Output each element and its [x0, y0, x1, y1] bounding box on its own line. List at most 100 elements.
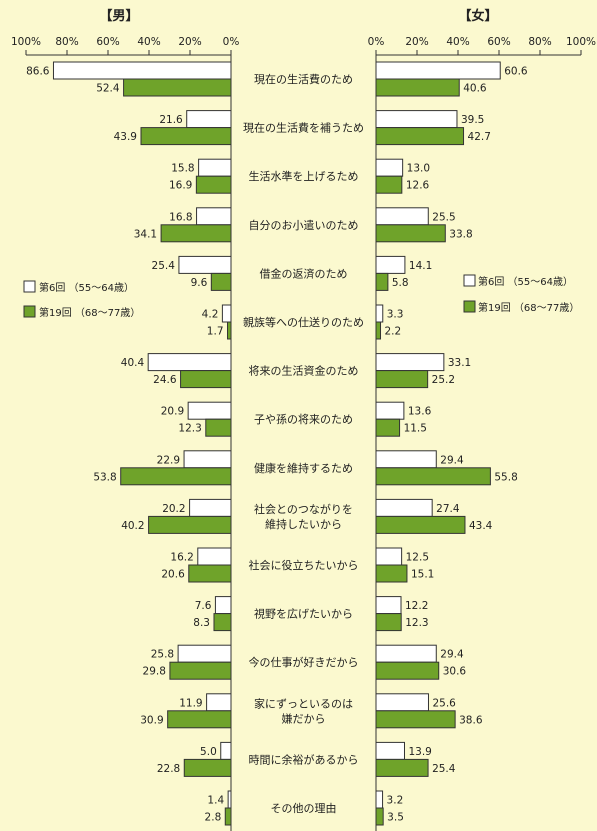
category-label: 将来の生活資金のため [249, 364, 359, 378]
male-value-label-series1: 7.6 [195, 600, 212, 612]
female-value-label-series2: 12.6 [406, 180, 430, 192]
male-value-label-series2: 52.4 [96, 83, 120, 95]
male-value-label-series1: 21.6 [159, 114, 183, 126]
female-bar-series1 [375, 790, 384, 809]
female-bar-series2 [375, 564, 408, 583]
male-value-label-series1: 5.0 [200, 746, 217, 758]
male-value-label-series1: 20.2 [162, 503, 185, 515]
male-value-label-series2: 24.6 [153, 374, 177, 386]
male-value-label-series2: 20.6 [161, 569, 185, 581]
female-bar-series1 [375, 741, 405, 760]
male-bar-series2 [195, 175, 232, 194]
female-bar-series1 [375, 255, 406, 274]
female-bar-series1 [375, 207, 429, 226]
female-value-label-series1: 3.2 [387, 795, 404, 807]
female-tick-label: 80% [528, 36, 551, 48]
female-value-label-series1: 12.2 [405, 600, 428, 612]
female-value-label-series1: 33.1 [448, 357, 471, 369]
male-bar-series2 [169, 661, 232, 680]
female-value-label-series1: 12.5 [406, 552, 429, 564]
female-bar-series2 [375, 515, 466, 534]
category-label: 現在の生活費を補うため [243, 121, 364, 135]
female-bar-series1 [375, 401, 405, 420]
female-bar-series1 [375, 450, 437, 469]
male-tick-label: 0% [223, 36, 240, 48]
male-bar-series2 [167, 710, 232, 729]
male-bar-series1 [220, 741, 232, 760]
male-value-label-series2: 43.9 [114, 131, 137, 143]
category-label: 自分のお小遣いのため [249, 218, 359, 232]
male-bar-series1 [214, 596, 232, 615]
male-bar-series2 [205, 418, 232, 437]
female-value-label-series1: 3.3 [387, 309, 404, 321]
female-tick-label: 20% [405, 36, 428, 48]
female-value-label-series1: 25.5 [432, 211, 455, 223]
male-bar-series2 [227, 321, 232, 340]
female-tick-label: 40% [446, 36, 469, 48]
male-bar-series1 [198, 158, 232, 177]
male-tick-label: 100% [11, 36, 41, 48]
female-value-label-series2: 3.5 [387, 812, 404, 824]
category-label: 生活水準を上げるため [249, 169, 359, 183]
male-bar-series2 [140, 127, 232, 146]
female-value-label-series2: 12.3 [405, 617, 428, 629]
female-value-label-series1: 25.6 [432, 697, 456, 709]
female-value-label-series2: 40.6 [463, 83, 487, 95]
category-label: 家にずっといるのは [254, 696, 353, 710]
legend-right: 第6回 （55～64歳） 第19回 （68～77歳） [463, 274, 579, 314]
male-bar-series1 [197, 547, 232, 566]
female-bar-series1 [375, 498, 433, 517]
category-label: 社会に役立ちたいから [249, 558, 359, 572]
female-tick-label: 60% [487, 36, 510, 48]
category-label: その他の理由 [271, 801, 337, 815]
female-value-label-series1: 13.9 [408, 746, 431, 758]
male-value-label-series2: 12.3 [178, 423, 201, 435]
female-value-label-series2: 11.5 [404, 423, 427, 435]
female-bar-series2 [375, 418, 401, 437]
male-value-label-series1: 20.9 [161, 406, 184, 418]
male-bar-series2 [183, 758, 232, 777]
female-bar-series1 [375, 596, 402, 615]
female-bar-series2 [375, 758, 429, 777]
male-value-label-series2: 16.9 [169, 180, 192, 192]
female-value-label-series2: 5.8 [392, 277, 409, 289]
male-bar-series2 [188, 564, 232, 583]
male-bar-series1 [196, 207, 232, 226]
female-bar-series2 [375, 272, 389, 291]
female-axis: 0% 20% 40% 60% 80% 100% [368, 36, 596, 831]
female-value-label-series1: 13.0 [407, 163, 430, 175]
category-label: 今の仕事が好きだから [249, 655, 359, 669]
female-bar-series2 [375, 370, 429, 389]
male-value-label-series2: 53.8 [93, 471, 116, 483]
male-bar-series1 [147, 353, 232, 372]
male-value-label-series1: 22.9 [157, 454, 180, 466]
male-value-label-series2: 34.1 [134, 228, 157, 240]
male-tick-label: 40% [137, 36, 160, 48]
male-value-label-series2: 8.3 [193, 617, 210, 629]
male-value-label-series1: 1.4 [207, 795, 224, 807]
female-bar-series2 [375, 710, 456, 729]
female-value-label-series2: 33.8 [449, 228, 472, 240]
female-bar-series1 [375, 110, 458, 129]
category-label: 健康を維持するため [254, 461, 353, 475]
male-bar-series2 [120, 467, 232, 486]
female-bar-series2 [375, 224, 446, 243]
female-bar-series1 [375, 304, 384, 323]
male-value-label-series1: 25.4 [152, 260, 176, 272]
male-value-label-series2: 30.9 [140, 714, 163, 726]
female-bar-series2 [375, 321, 382, 340]
female-value-label-series2: 38.6 [459, 714, 483, 726]
female-value-label-series1: 13.6 [408, 406, 432, 418]
female-panel-title: 【女】 [458, 8, 497, 24]
female-value-label-series1: 60.6 [504, 66, 528, 78]
female-value-label-series2: 42.7 [468, 131, 491, 143]
category-label: 時間に余裕があるから [249, 752, 359, 766]
male-value-label-series2: 40.2 [121, 520, 144, 532]
female-bar-series2 [375, 661, 440, 680]
female-value-label-series2: 15.1 [411, 569, 434, 581]
legend-left: 第6回 （55～64歳） 第19回 （68～77歳） [23, 280, 140, 319]
female-value-label-series1: 14.1 [409, 260, 432, 272]
male-value-label-series2: 9.6 [191, 277, 208, 289]
legend-left-label-series1: 第6回 （55～64歳） [39, 281, 134, 294]
